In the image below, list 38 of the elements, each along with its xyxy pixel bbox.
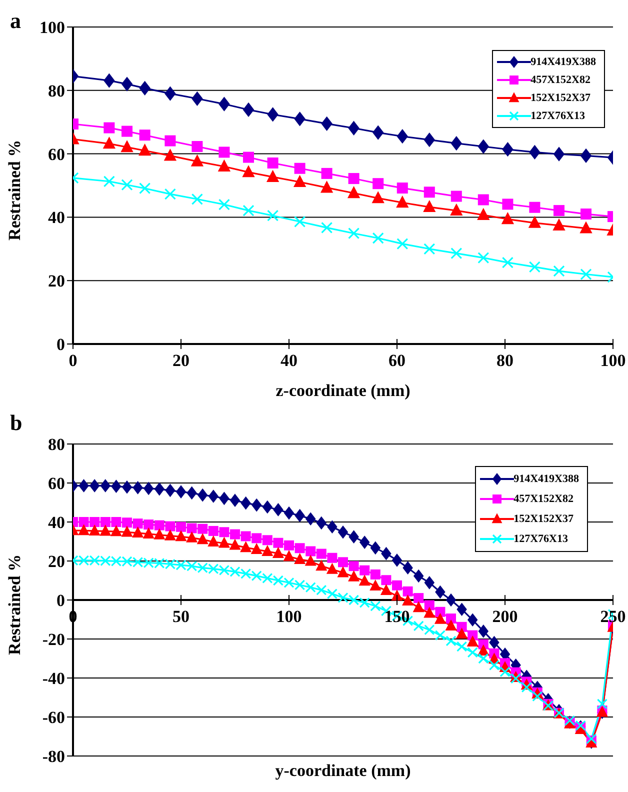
y-tick-label: 60 bbox=[48, 474, 65, 494]
y-tick-label: 80 bbox=[48, 435, 65, 454]
x-tick-label: 100 bbox=[276, 607, 302, 626]
chart-title: b bbox=[10, 410, 22, 436]
legend-label: 914X419X388 bbox=[514, 473, 579, 485]
y-tick-label: 20 bbox=[48, 272, 65, 291]
y-tick-label: 100 bbox=[40, 18, 65, 38]
legend-label: 127X76X13 bbox=[514, 533, 568, 545]
y-tick-label: -80 bbox=[42, 747, 65, 766]
x-tick-label: 40 bbox=[280, 351, 298, 370]
x-tick-label: 200 bbox=[492, 607, 518, 626]
y-tick-label: 40 bbox=[48, 208, 65, 228]
y-tick-label: 80 bbox=[48, 81, 65, 100]
x-tick-label: 0 bbox=[68, 351, 78, 370]
y-tick-label: 0 bbox=[56, 335, 65, 354]
chart-title: a bbox=[10, 8, 21, 34]
y-tick-label: 20 bbox=[48, 552, 65, 572]
y-tick-label: -20 bbox=[42, 630, 65, 650]
legend-label: 152X152X37 bbox=[530, 92, 590, 104]
y-tick-label: -60 bbox=[42, 708, 65, 728]
y-tick-label: 0 bbox=[56, 591, 65, 610]
x-tick-label: 100 bbox=[600, 351, 626, 370]
y-tick-label: 60 bbox=[48, 144, 65, 164]
y-tick-label: -40 bbox=[42, 669, 65, 688]
x-axis-title: z-coordinate (mm) bbox=[276, 381, 410, 400]
x-axis-title: y-coordinate (mm) bbox=[275, 761, 411, 780]
legend-label: 152X152X37 bbox=[514, 513, 574, 525]
y-axis-title: Restrained % bbox=[5, 140, 24, 240]
x-tick-label: 80 bbox=[496, 351, 514, 370]
x-tick-label: 50 bbox=[172, 607, 190, 626]
y-tick-label: 40 bbox=[48, 513, 65, 532]
legend-label: 914X419X388 bbox=[530, 56, 596, 68]
y-axis-title: Restrained % bbox=[5, 554, 24, 655]
legend-label: 127X76X13 bbox=[530, 110, 585, 122]
x-tick-label: 20 bbox=[172, 351, 190, 370]
legend-label: 457X152X82 bbox=[530, 74, 590, 86]
legend-label: 457X152X82 bbox=[514, 493, 574, 505]
x-tick-label: 60 bbox=[388, 351, 406, 370]
